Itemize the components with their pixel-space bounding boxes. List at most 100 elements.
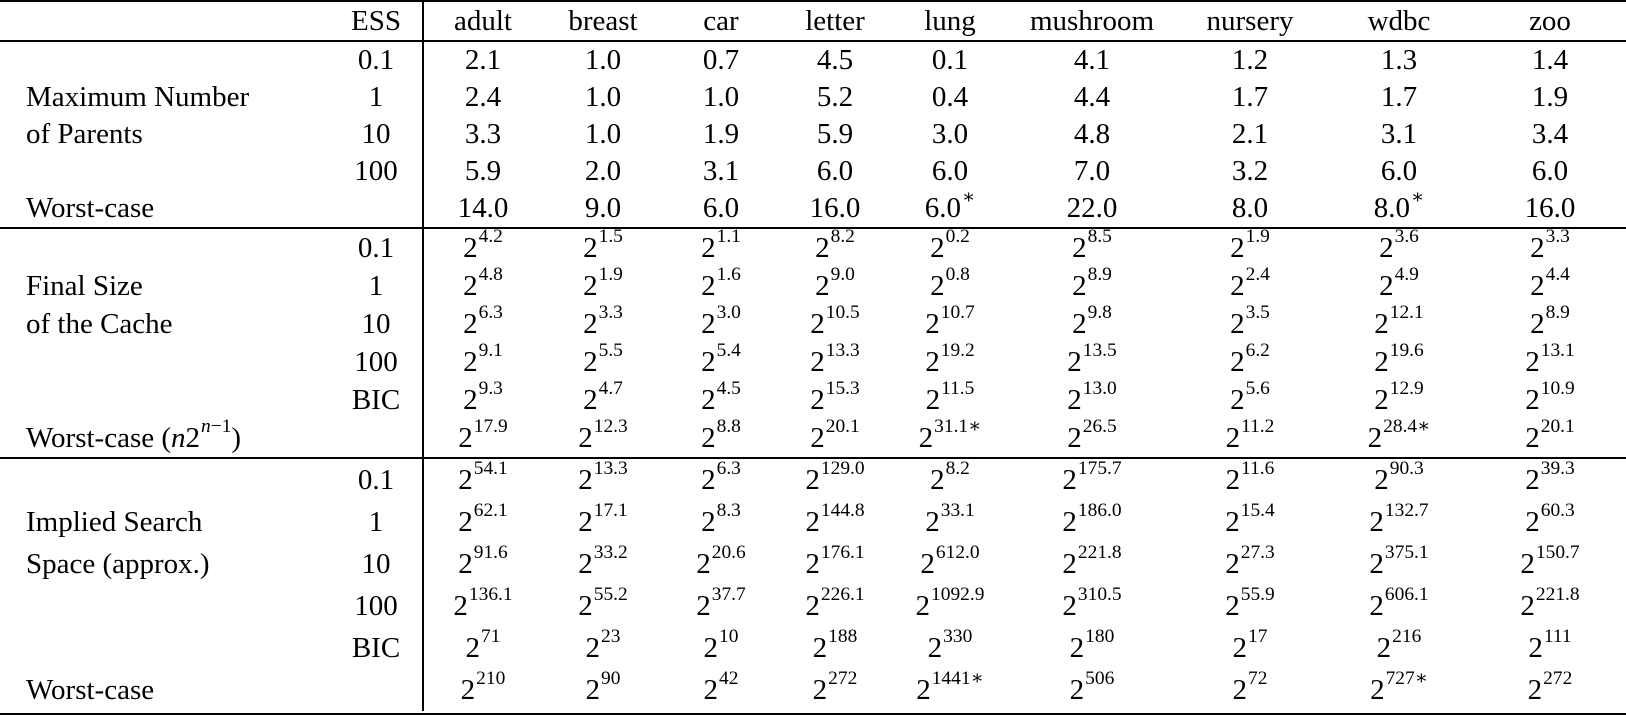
table-cell: 2 210: [422, 669, 542, 711]
table-cell: 2 39.3: [1525, 458, 1575, 496]
table-cell: 2 144.8: [805, 500, 865, 538]
table-cell: 2 17.9: [422, 417, 542, 457]
table-cell: 2 10.7: [925, 302, 975, 340]
table-cell: 2 6.3: [422, 303, 542, 343]
section-final-size-of-the-cache: 0.1 2 4.2 2 1.5 2 1.1 2 8.2 2 0.2 2 8.5 2 1.9 2 3.6 2 3.3 F…: [0, 226, 1626, 459]
table-cell: 2 17.1: [578, 500, 628, 538]
table-cell: 8.0: [1231, 192, 1269, 224]
table-cell: 2 216: [1376, 626, 1422, 664]
table-cell: 3.1: [702, 155, 740, 187]
table-cell: 2 310.5: [1062, 584, 1122, 622]
table-cell: 4.1: [1073, 44, 1111, 76]
table-cell: 3.4: [1531, 118, 1569, 150]
table-cell: 4.5: [816, 44, 854, 76]
table-cell: 2 55.9: [1225, 584, 1275, 622]
table-cell: 6.0 ∗: [924, 186, 976, 224]
row-label: Space (approx.): [26, 547, 210, 580]
table-cell: 2.0: [584, 155, 622, 187]
row-label: [0, 229, 330, 267]
table-cell: 1.0: [584, 118, 622, 150]
table-cell: 2 11.2: [1225, 416, 1275, 454]
table-cell: 2 10: [703, 626, 739, 664]
table-cell: 0.1: [931, 44, 969, 76]
table-row: 100 2 9.1 2 5.5 2 5.4 2 13.3 2 19.2 2 13.5 2 6.2 2 19.6 2…: [0, 341, 1626, 381]
table-cell: 2 91.6: [422, 543, 542, 585]
table-cell: 2 4.5: [701, 378, 741, 416]
table-cell: 22.0: [1066, 192, 1118, 224]
table-cell: 2 176.1: [805, 542, 865, 580]
table-cell: 2 4.8: [422, 265, 542, 305]
row-label: [0, 343, 330, 381]
table-cell: 2 1092.9: [915, 584, 985, 622]
ess-column-header: ESS: [351, 4, 401, 37]
ess-value: 100: [354, 155, 398, 187]
table-cell: 2 1.5: [583, 226, 623, 264]
table-cell: 2 37.7: [696, 584, 746, 622]
table-row: Implied Search 1 2 62.1 2 17.1 2 8.3 2 144.8 2 33.1…: [0, 501, 1626, 543]
table-cell: 2 90.3: [1374, 458, 1424, 496]
table-cell: 2 9.3: [422, 379, 542, 419]
table-cell: 4.4: [1073, 81, 1111, 113]
table-cell: 2 90: [585, 668, 621, 706]
table-cell: 2.1: [422, 42, 542, 79]
ess-value: 1: [368, 505, 384, 538]
table-cell: 1.0: [702, 81, 740, 113]
table-cell: 16.0: [1524, 192, 1576, 224]
table-cell: 2 33.2: [578, 542, 628, 580]
table-cell: 2 8.9: [1530, 302, 1570, 340]
table-cell: 14.0: [422, 190, 542, 227]
column-header-letter: letter: [805, 4, 865, 37]
table-cell: 2 72: [1232, 668, 1268, 706]
table-cell: 2 9.8: [1072, 302, 1112, 340]
ess-value: 0.1: [357, 44, 395, 76]
ess-value: 0.1: [357, 231, 395, 264]
table-cell: 2 3.3: [1530, 226, 1570, 264]
table-cell: 1.0: [584, 44, 622, 76]
section-maximum-number-of-parents: 0.1 2.1 1.0 0.7 4.5 0.1 4.1 1.2 1.3 1.4 Maximum Nu…: [0, 42, 1626, 229]
ess-value: [330, 419, 422, 457]
table-cell: 2 15.4: [1225, 500, 1275, 538]
table-row: BIC 2 9.3 2 4.7 2 4.5 2 15.3 2 11.5 2 13.0 2 5.6 2 12.9 2…: [0, 378, 1626, 419]
ess-value: 0.1: [357, 463, 395, 496]
table-row: Worst-case (n 2 n−1) 2 17.9 2 12.3 2 8.8 2 20.1 2 31…: [0, 416, 1626, 457]
table-cell: 2 15.3: [810, 378, 860, 416]
table-cell: 2 136.1: [422, 585, 542, 627]
table-cell: 5.9: [422, 153, 542, 190]
table-cell: 5.2: [816, 81, 854, 113]
column-header-zoo: zoo: [1529, 4, 1571, 37]
table-cell: 2 9.0: [815, 264, 855, 302]
table-cell: 2 6.3: [701, 458, 741, 496]
table-cell: 2 71: [422, 627, 542, 669]
table-cell: 2 54.1: [422, 459, 542, 501]
table-cell: 2 606.1: [1369, 584, 1429, 622]
row-label: [0, 459, 330, 501]
ess-value: [330, 669, 422, 711]
table-cell: 2.4: [422, 79, 542, 116]
table-row: 0.1 2 4.2 2 1.5 2 1.1 2 8.2 2 0.2 2 8.5 2 1.9 2 3.6 2 3.3: [0, 226, 1626, 267]
table-cell: 1.3: [1380, 44, 1418, 76]
row-label: [0, 153, 330, 190]
row-label: [0, 381, 330, 419]
table-cell: 2 375.1: [1369, 542, 1429, 580]
table-header-row: ESS adult breast car letter lung mushroom nurs…: [0, 2, 1626, 42]
ess-value: BIC: [351, 631, 401, 664]
table-cell: 2 12.9: [1374, 378, 1424, 416]
ess-value: [330, 190, 422, 227]
table-cell: 2 330: [927, 626, 973, 664]
table-row: Final Size 1 2 4.8 2 1.9 2 1.6 2 9.0 2 0.8 2 8.9 2 2.4 2…: [0, 264, 1626, 305]
table-row: of Parents 10 3.3 1.0 1.9 5.9 3.0 4.8 2.1 3.1 3.4: [0, 116, 1626, 153]
table-cell: 2 55.2: [578, 584, 628, 622]
table-cell: 5.9: [816, 118, 854, 150]
table-cell: 2 111: [1528, 626, 1572, 664]
row-label: [0, 42, 330, 79]
table-cell: 2 26.5: [1067, 416, 1117, 454]
table-cell: 4.8: [1073, 118, 1111, 150]
table-cell: 2 13.3: [578, 458, 628, 496]
table-cell: 2 27.3: [1225, 542, 1275, 580]
table-cell: 2 23: [585, 626, 621, 664]
table-cell: 2 5.6: [1230, 378, 1270, 416]
table-cell: 2 33.1: [925, 500, 975, 538]
table-cell: 2 1.9: [583, 264, 623, 302]
table-cell: 1.2: [1231, 44, 1269, 76]
